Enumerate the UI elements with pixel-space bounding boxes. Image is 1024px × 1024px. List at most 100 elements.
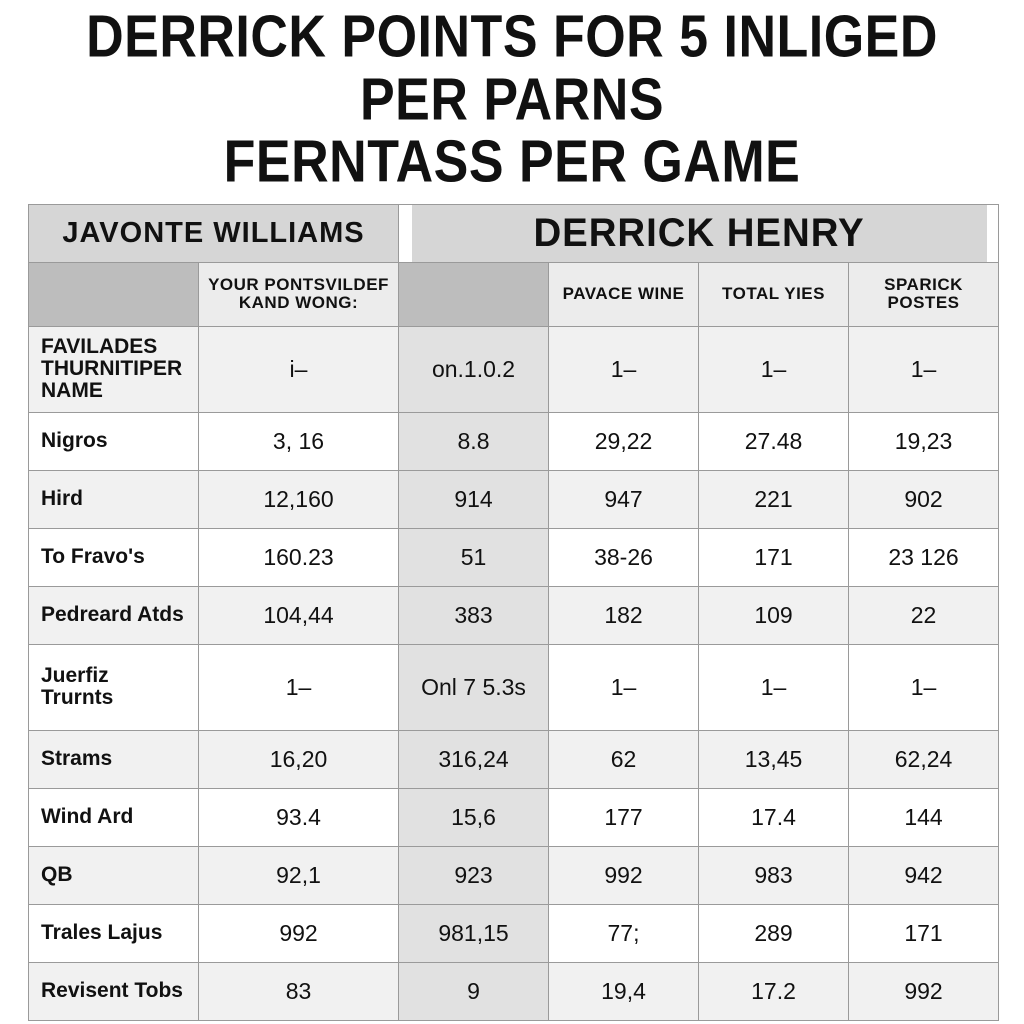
table-cell: 981,15: [399, 904, 549, 962]
row-label: Strams: [29, 730, 199, 788]
row-label-line: Revisent Tobs: [41, 980, 198, 1002]
table-cell: 923: [399, 846, 549, 904]
row-label: Trales lajus: [29, 904, 199, 962]
table-cell: 3, 16: [199, 412, 399, 470]
row-label: Hird: [29, 470, 199, 528]
row-label-line: Strams: [41, 748, 198, 770]
table-cell: 160.23: [199, 528, 399, 586]
table-cell: 289: [699, 904, 849, 962]
row-label: To fravo's: [29, 528, 199, 586]
row-label: Nigros: [29, 412, 199, 470]
table-cell: 23 126: [849, 528, 999, 586]
table-cell: 16,20: [199, 730, 399, 788]
table-row: Revisent Tobs83919,417.2992: [29, 962, 999, 1020]
table-cell: 383: [399, 586, 549, 644]
player-header-left: JAVONTE WILLIAMS: [29, 204, 399, 262]
page-title: Derrick Points for 5 Inliged Per Parns F…: [28, 6, 996, 194]
table-row: Nigros3, 168.829,2227.4819,23: [29, 412, 999, 470]
table-row: Hird12,160914947221902: [29, 470, 999, 528]
table-cell: 8.8: [399, 412, 549, 470]
row-label-line: Trurnts: [41, 687, 198, 709]
stats-table: JAVONTE WILLIAMS DERRICK HENRY YOUR PONT…: [28, 204, 999, 1021]
table-cell: 171: [699, 528, 849, 586]
table-cell: 109: [699, 586, 849, 644]
table-cell: 83: [199, 962, 399, 1020]
table-cell: 22: [849, 586, 999, 644]
table-cell: i–: [199, 326, 399, 412]
column-header-3: PAVACE WINE: [549, 262, 699, 326]
table-row: To fravo's160.235138-2617123 126: [29, 528, 999, 586]
title-line-1: Derrick Points for 5 Inliged Per Parns: [86, 3, 938, 132]
table-body: FAVILADESTHURNITIPER NAMEi–on.1.0.21–1–1…: [29, 326, 999, 1020]
row-label-line: Trales lajus: [41, 922, 198, 944]
table-cell: 27.48: [699, 412, 849, 470]
table-cell: 1–: [699, 326, 849, 412]
row-label: Revisent Tobs: [29, 962, 199, 1020]
column-header-2: [399, 262, 549, 326]
table-row: Pedreard atds104,4438318210922: [29, 586, 999, 644]
table-cell: 77;: [549, 904, 699, 962]
table-cell: 51: [399, 528, 549, 586]
table-cell: 1–: [849, 644, 999, 730]
table-cell: 62,24: [849, 730, 999, 788]
row-label-line: Hird: [41, 488, 198, 510]
row-label-line: THURNITIPER NAME: [41, 358, 198, 402]
table-cell: 316,24: [399, 730, 549, 788]
table-cell: 947: [549, 470, 699, 528]
table-cell: 221: [699, 470, 849, 528]
table-cell: 1–: [699, 644, 849, 730]
table-cell: 992: [199, 904, 399, 962]
row-label: Wind ard: [29, 788, 199, 846]
row-label: Pedreard atds: [29, 586, 199, 644]
table-cell: 171: [849, 904, 999, 962]
table-cell: 93.4: [199, 788, 399, 846]
row-label: FAVILADESTHURNITIPER NAME: [29, 326, 199, 412]
table-cell: 12,160: [199, 470, 399, 528]
table-row: FAVILADESTHURNITIPER NAMEi–on.1.0.21–1–1…: [29, 326, 999, 412]
table-cell: 62: [549, 730, 699, 788]
table-cell: 15,6: [399, 788, 549, 846]
table-cell: 19,4: [549, 962, 699, 1020]
table-cell: 182: [549, 586, 699, 644]
column-header-4: TOTAL YIES: [699, 262, 849, 326]
table-cell: Onl 7 5.3s: [399, 644, 549, 730]
row-label: JuerfizTrurnts: [29, 644, 199, 730]
table-cell: 17.4: [699, 788, 849, 846]
table-cell: 17.2: [699, 962, 849, 1020]
table-cell: 1–: [199, 644, 399, 730]
table-cell: 942: [849, 846, 999, 904]
row-label-line: To fravo's: [41, 546, 198, 568]
table-cell: 92,1: [199, 846, 399, 904]
table-row: JuerfizTrurnts1–Onl 7 5.3s1–1–1–: [29, 644, 999, 730]
player-header-row: JAVONTE WILLIAMS DERRICK HENRY: [29, 204, 999, 262]
table-cell: 104,44: [199, 586, 399, 644]
table-row: QB92,1923992983942: [29, 846, 999, 904]
row-label-line: Wind ard: [41, 806, 198, 828]
table-cell: on.1.0.2: [399, 326, 549, 412]
row-label-line: FAVILADES: [41, 336, 198, 358]
table-cell: 914: [399, 470, 549, 528]
table-cell: 1–: [549, 326, 699, 412]
row-label: QB: [29, 846, 199, 904]
table-row: Strams16,20316,246213,4562,24: [29, 730, 999, 788]
title-line-2: Ferntass Per Game: [224, 129, 801, 196]
table-cell: 177: [549, 788, 699, 846]
table-cell: 19,23: [849, 412, 999, 470]
column-header-1: YOUR PONTSVILDEF KAND WONG:: [199, 262, 399, 326]
table-cell: 992: [549, 846, 699, 904]
table-cell: 902: [849, 470, 999, 528]
player-header-right: DERRICK HENRY: [411, 204, 987, 262]
table-cell: 13,45: [699, 730, 849, 788]
table-row: Wind ard93.415,617717.4144: [29, 788, 999, 846]
table-cell: 983: [699, 846, 849, 904]
row-label-line: QB: [41, 864, 198, 886]
column-header-corner: [29, 262, 199, 326]
column-header-5: SPARICK POSTES: [849, 262, 999, 326]
table-cell: 38-26: [549, 528, 699, 586]
table-cell: 1–: [549, 644, 699, 730]
row-label-line: Juerfiz: [41, 665, 198, 687]
table-row: Trales lajus992981,1577;289171: [29, 904, 999, 962]
table-cell: 992: [849, 962, 999, 1020]
row-label-line: Pedreard atds: [41, 604, 198, 626]
table-cell: 9: [399, 962, 549, 1020]
